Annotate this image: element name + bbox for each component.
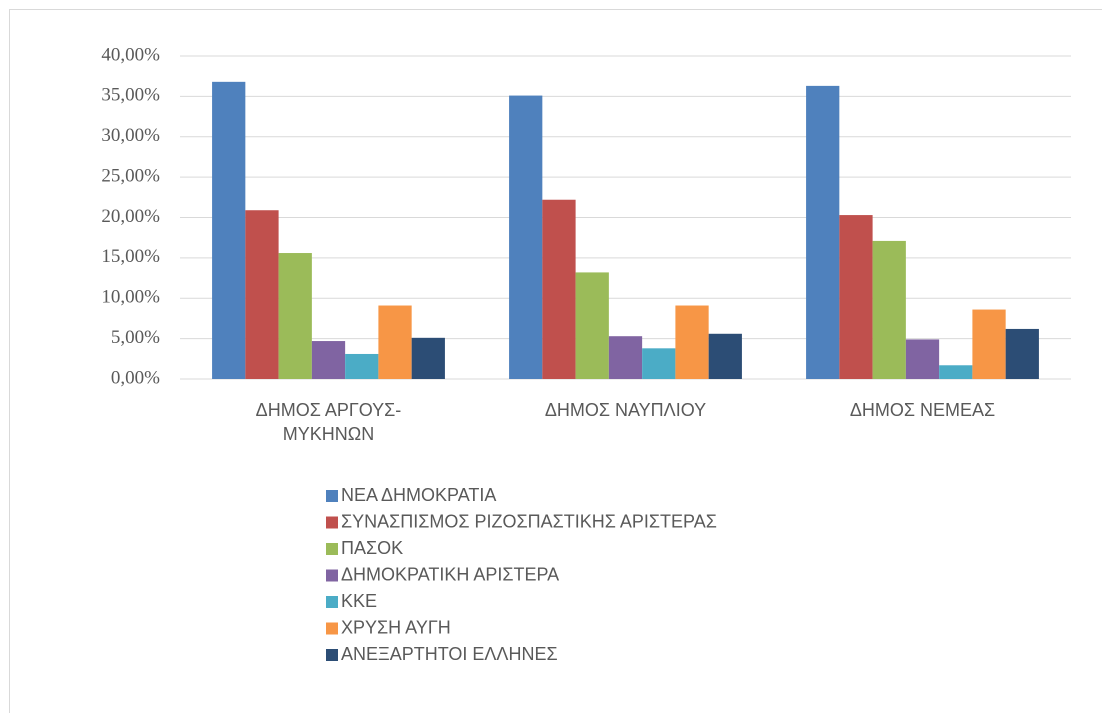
bar bbox=[378, 305, 412, 379]
y-tick-label: 35,00% bbox=[101, 85, 160, 106]
bar bbox=[278, 253, 312, 379]
bar bbox=[872, 240, 906, 379]
y-tick-label: 40,00% bbox=[101, 44, 160, 65]
legend-swatch bbox=[326, 596, 338, 608]
bar bbox=[905, 339, 940, 379]
y-tick-label: 20,00% bbox=[101, 206, 160, 227]
legend-swatch bbox=[326, 649, 338, 661]
y-tick-label: 10,00% bbox=[101, 287, 160, 308]
legend-label: ΚΚΕ bbox=[341, 591, 377, 611]
legend-swatch bbox=[326, 569, 338, 582]
bar bbox=[245, 210, 279, 379]
legend-swatch bbox=[326, 490, 338, 502]
bar bbox=[345, 353, 379, 379]
bar bbox=[575, 272, 609, 379]
legend-swatch bbox=[326, 622, 338, 635]
bar bbox=[708, 333, 742, 379]
bar bbox=[806, 85, 840, 379]
bar bbox=[972, 309, 1006, 379]
legend-label: ΑΝΕΞΑΡΤΗΤΟΙ ΕΛΛΗΝΕΣ bbox=[341, 644, 558, 664]
legend-label: ΝΕΑ ΔΗΜΟΚΡΑΤΙΑ bbox=[341, 485, 496, 505]
chart-frame bbox=[9, 9, 1102, 713]
bar bbox=[939, 365, 973, 379]
bar bbox=[212, 81, 246, 379]
bar bbox=[608, 336, 643, 379]
x-tick-label: ΔΗΜΟΣ ΝΑΥΠΛΙΟΥ bbox=[544, 400, 707, 420]
legend-label: ΧΡΥΣΗ ΑΥΓΗ bbox=[341, 617, 451, 637]
y-tick-label: 30,00% bbox=[101, 125, 160, 146]
bar bbox=[311, 341, 346, 379]
bar bbox=[1005, 328, 1039, 379]
bar bbox=[675, 305, 709, 379]
legend-swatch bbox=[326, 516, 338, 529]
bar bbox=[642, 348, 676, 379]
y-tick-label: 15,00% bbox=[101, 246, 160, 267]
legend-swatch bbox=[326, 543, 338, 555]
x-tick-label: ΔΗΜΟΣ ΑΡΓΟΥΣ-ΜΥΚΗΝΩΝ bbox=[255, 400, 402, 444]
y-tick-label: 5,00% bbox=[111, 327, 160, 348]
legend-label: ΠΑΣΟΚ bbox=[341, 538, 403, 558]
bar bbox=[509, 95, 543, 379]
legend-label: ΔΗΜΟΚΡΑΤΙΚΗ ΑΡΙΣΤΕΡΑ bbox=[341, 564, 559, 584]
y-tick-label: 0,00% bbox=[111, 367, 160, 388]
x-tick-label: ΔΗΜΟΣ ΝΕΜΕΑΣ bbox=[849, 400, 996, 420]
bar bbox=[411, 337, 445, 379]
bar bbox=[839, 215, 873, 379]
y-tick-label: 25,00% bbox=[101, 165, 160, 186]
bar bbox=[542, 199, 576, 379]
legend-label: ΣΥΝΑΣΠΙΣΜΟΣ ΡΙΖΟΣΠΑΣΤΙΚΗΣ ΑΡΙΣΤΕΡΑΣ bbox=[341, 511, 717, 531]
